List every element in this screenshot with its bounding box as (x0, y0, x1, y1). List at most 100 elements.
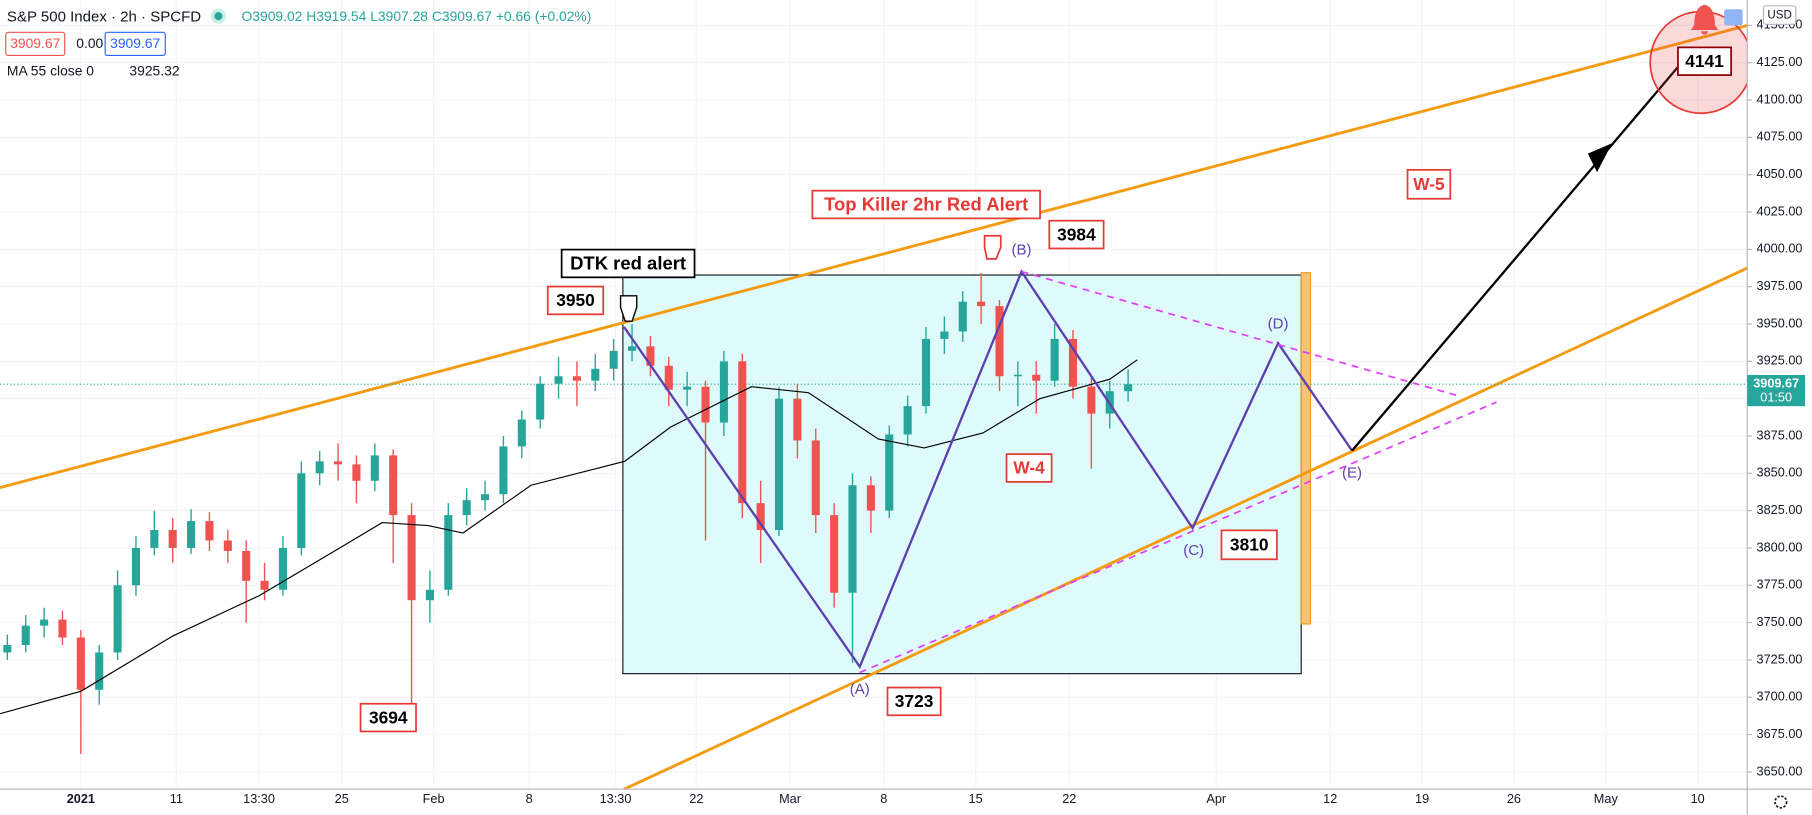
annotation-text: 3810 (1230, 535, 1269, 555)
annotation-text: 3984 (1057, 224, 1096, 244)
x-tick-label: 12 (1323, 791, 1337, 806)
arrow-head (1587, 143, 1613, 173)
candle-body (95, 652, 104, 690)
candle-body (1013, 374, 1022, 377)
y-tick-label: 3750.00 (1757, 614, 1803, 629)
candle-body (921, 338, 931, 407)
ma-line (0, 359, 1138, 715)
annotation-box (1406, 168, 1452, 200)
candle-body (958, 301, 967, 332)
annotation-text: W-4 (1013, 458, 1045, 478)
annotation-text: 4141 (1685, 51, 1724, 71)
candle-body (940, 331, 949, 339)
time-marker (1300, 272, 1312, 625)
bid-box[interactable] (5, 31, 66, 57)
candle-body (811, 440, 820, 516)
candle-body (995, 306, 1004, 377)
candle-body (113, 585, 122, 653)
candle-body (425, 589, 434, 601)
wave-label: (B) (1012, 242, 1032, 259)
alert-bell[interactable] (1690, 4, 1719, 35)
candle-body (462, 500, 471, 516)
screenshot-button[interactable] (1724, 9, 1743, 26)
status-dot (210, 8, 226, 24)
annotation-box (1005, 453, 1053, 483)
candle-body (370, 455, 379, 481)
wave-label: (E) (1342, 465, 1362, 482)
candle-body (572, 376, 581, 381)
candle-body (168, 530, 177, 548)
alert-hand (983, 234, 1002, 260)
y-tick-label: 3700.00 (1757, 689, 1803, 704)
wave-label: (C) (1183, 542, 1204, 559)
x-tick-label: 13:30 (243, 791, 275, 806)
candle-body (481, 494, 490, 501)
candle-body (885, 434, 894, 511)
annotation-text: 3950 (556, 290, 595, 310)
candle-body (260, 580, 269, 590)
candle-body (278, 547, 287, 590)
x-tick-label: Mar (779, 791, 802, 806)
candle-body (903, 406, 912, 435)
candle-body (131, 547, 141, 586)
annotation-box (811, 189, 1041, 220)
candle-body (58, 619, 67, 638)
annotation-text: DTK red alert (570, 252, 686, 273)
price-tag-countdown: 01:50 (1760, 389, 1792, 404)
candle-body (756, 503, 765, 531)
y-tick-label: 3775.00 (1757, 577, 1803, 592)
ma-legend-name: MA 55 close 0 (7, 62, 94, 78)
x-tick-label: 26 (1507, 791, 1521, 806)
x-tick-label: Apr (1206, 791, 1227, 806)
candle-body (536, 383, 545, 420)
candle-body (21, 625, 30, 646)
x-tick-label: 13:30 (600, 791, 632, 806)
trend-line (623, 266, 1748, 791)
candle-body (1068, 338, 1078, 387)
alert-hand (619, 295, 638, 322)
annotation-box (1048, 219, 1105, 250)
annotation-box (1677, 46, 1732, 76)
candle-body (1032, 374, 1041, 381)
x-tick-label: 22 (1062, 791, 1076, 806)
candle-body (315, 461, 324, 474)
y-tick-label: 3725.00 (1757, 651, 1803, 666)
candle-body (407, 515, 416, 601)
y-tick-label: 4075.00 (1757, 129, 1803, 144)
legend: S&P 500 Index · 2h · SPCFD O3909.02 H391… (5, 8, 592, 78)
candle-body (187, 521, 196, 548)
candle-body (444, 515, 453, 590)
settings-button[interactable] (1774, 795, 1788, 809)
price-tag-value: 3909.67 (1753, 376, 1799, 391)
candle-body (205, 521, 214, 541)
currency-box[interactable] (1762, 5, 1797, 25)
x-tick-label: 11 (170, 791, 183, 806)
y-tick-label: 3825.00 (1757, 502, 1803, 517)
y-tick-label: 3675.00 (1757, 726, 1803, 741)
y-tick-label: 4100.00 (1757, 91, 1803, 106)
candle-body (738, 361, 747, 504)
candle-body (1124, 384, 1133, 392)
y-tick-label: 3850.00 (1757, 465, 1803, 480)
annotation-box (560, 248, 696, 279)
plot-area: DTK red alert 3950 Top Killer 2hr Red Aler… (0, 0, 1753, 791)
trend-line (0, 24, 1748, 490)
candle-body (499, 446, 508, 495)
x-tick-label: 8 (526, 791, 533, 806)
candle-body (774, 398, 784, 531)
ohlc-values: O3909.02 H3919.54 L3907.28 C3909.67 +0.6… (242, 8, 592, 24)
price-tag (1747, 374, 1806, 407)
wave-path (623, 269, 1354, 670)
annotation-text: Top Killer 2hr Red Alert (824, 194, 1028, 215)
candle-body (1087, 386, 1096, 414)
annotation-box (886, 686, 942, 717)
ask-box[interactable] (104, 31, 166, 57)
range-box (622, 274, 1302, 675)
annotation-box (359, 702, 417, 733)
candle-body (683, 386, 692, 390)
y-tick-label: 4000.00 (1757, 241, 1803, 256)
x-tick-label: 8 (880, 791, 887, 806)
candle-body (334, 461, 343, 465)
